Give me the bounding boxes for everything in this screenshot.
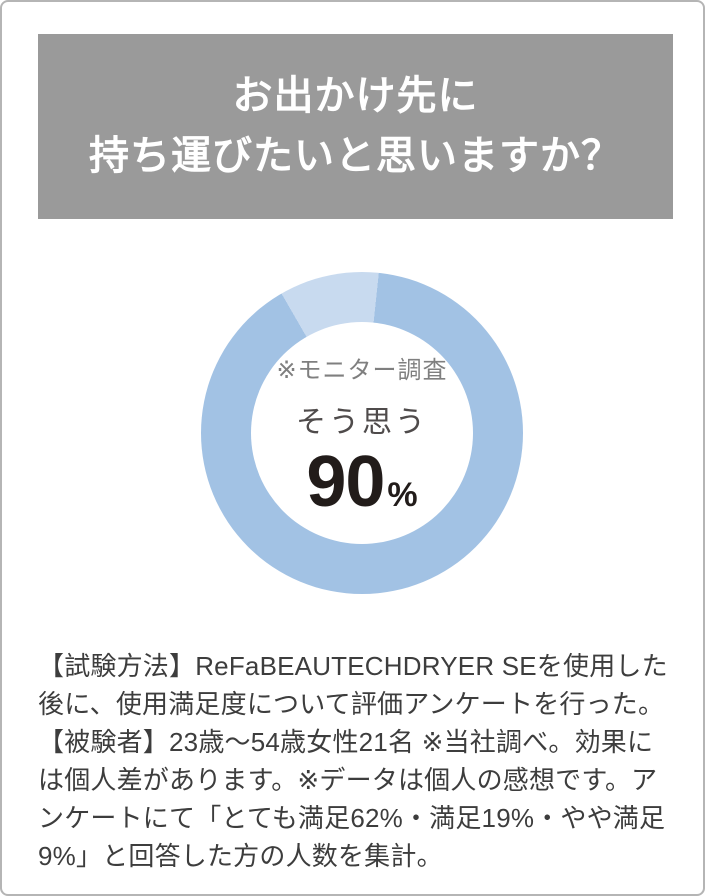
answer-value-row: 90 % — [306, 441, 418, 522]
donut-center-labels: ※モニター調査 そう思う 90 % — [201, 272, 523, 594]
percent-sign: % — [387, 475, 418, 514]
question-line-2: 持ち運びたいと思いますか？ — [89, 133, 622, 178]
donut-hole — [251, 322, 473, 544]
question-header: お出かけ先に 持ち運びたいと思いますか？ — [38, 34, 673, 219]
question-line-1: お出かけ先に — [232, 74, 479, 119]
survey-type-note: ※モニター調査 — [276, 356, 448, 384]
survey-methodology-note: 【試験方法】ReFaBEAUTECHDRYER SEを使用した後に、使用満足度に… — [38, 651, 668, 871]
donut-chart: ※モニター調査 そう思う 90 % — [201, 272, 523, 594]
answer-label: そう思う — [296, 405, 428, 439]
answer-percentage: 90 — [306, 441, 385, 522]
